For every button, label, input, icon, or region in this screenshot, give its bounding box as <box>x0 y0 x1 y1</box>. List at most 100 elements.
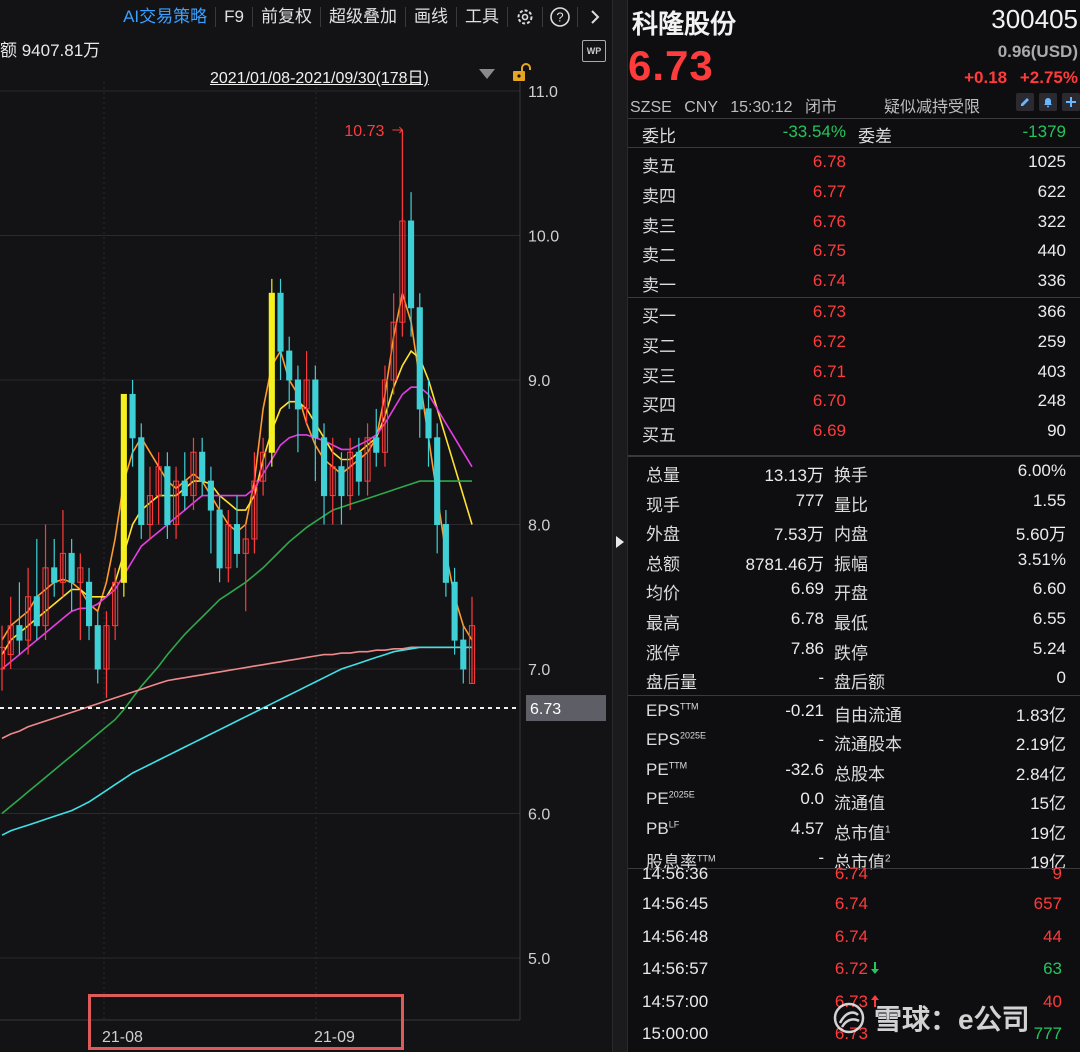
candle-body[interactable] <box>138 437 145 525</box>
candle-body[interactable] <box>364 437 371 482</box>
candle-body[interactable] <box>286 350 293 381</box>
candle-body[interactable] <box>112 581 119 627</box>
wp-badge-icon[interactable]: WP <box>582 40 606 62</box>
unlock-icon[interactable] <box>511 63 533 83</box>
candle-body[interactable] <box>77 567 84 583</box>
candle-body[interactable] <box>451 581 458 641</box>
stat-label: 涨停 <box>646 643 680 663</box>
tick-row[interactable]: 14:56:45 6.74 657 <box>628 890 1080 920</box>
candle-body[interactable] <box>408 220 415 309</box>
ask-level-label: 卖三 <box>642 216 676 236</box>
ask-price: 6.75 <box>812 241 846 261</box>
candle-body[interactable] <box>373 437 380 453</box>
collapse-panel-icon[interactable] <box>616 536 624 548</box>
ask-row[interactable]: 卖一 6.74 336 <box>628 267 1080 297</box>
candle-body[interactable] <box>303 379 310 410</box>
dropdown-caret-icon[interactable] <box>478 68 496 80</box>
draw-line-button[interactable]: 画线 <box>414 7 448 26</box>
candle-body[interactable] <box>216 509 223 569</box>
add-icon[interactable] <box>1062 93 1080 111</box>
candle-body[interactable] <box>33 596 40 627</box>
candle-body[interactable] <box>233 524 241 554</box>
candle-body[interactable] <box>190 451 197 497</box>
candle-body[interactable] <box>425 408 432 439</box>
candle-body[interactable] <box>338 466 345 497</box>
candle-body[interactable] <box>16 625 23 641</box>
candle-body[interactable] <box>7 625 14 656</box>
help-button[interactable]: ? <box>543 0 577 34</box>
candle-body[interactable] <box>155 466 162 497</box>
ask-row[interactable]: 卖三 6.76 322 <box>628 208 1080 238</box>
candle-body[interactable] <box>207 480 214 511</box>
tick-row[interactable]: 14:56:48 6.74 44 <box>628 923 1080 953</box>
candle-body[interactable] <box>268 292 275 453</box>
candle-body[interactable] <box>68 552 75 583</box>
candle-body[interactable] <box>25 596 32 641</box>
candle-body[interactable] <box>103 625 110 670</box>
candle-body[interactable] <box>59 552 66 583</box>
candle-body[interactable] <box>260 451 267 482</box>
fundamental-label: 流通股本 <box>834 735 902 755</box>
candle-body[interactable] <box>42 567 49 627</box>
expand-toolbar-button[interactable] <box>578 0 612 34</box>
candle-body[interactable] <box>146 495 154 526</box>
candle-body[interactable] <box>442 524 449 583</box>
candle-body[interactable] <box>399 220 406 323</box>
edit-icon[interactable] <box>1016 93 1034 111</box>
candle-body[interactable] <box>312 379 319 439</box>
f9-button[interactable]: F9 <box>224 7 244 26</box>
restriction-note[interactable]: 疑似减持受限 <box>884 99 981 116</box>
candle-body[interactable] <box>416 307 423 410</box>
tools-button[interactable]: 工具 <box>465 7 499 26</box>
candle-body[interactable] <box>85 581 93 627</box>
candle-body[interactable] <box>347 451 354 497</box>
bid-row[interactable]: 买三 6.71 403 <box>628 358 1080 388</box>
candle-body[interactable] <box>390 321 397 381</box>
candle-body[interactable] <box>120 393 127 583</box>
bid-level-label: 买一 <box>642 307 676 326</box>
fundamental-label: EPS2025E <box>646 730 707 750</box>
kline-chart[interactable]: 11.0 10.0 9.0 8.0 7.0 6.0 5.0 21-08 21-09 10.73 6.… <box>0 0 612 1052</box>
candle-body[interactable] <box>468 625 476 684</box>
kline-chart-pane[interactable]: 11.0 10.0 9.0 8.0 7.0 6.0 5.0 21-08 21-09 10.73 6.… <box>0 0 612 1052</box>
bid-row[interactable]: 买一 6.73 366 <box>628 298 1080 328</box>
candle-body[interactable] <box>294 379 301 410</box>
candle-body[interactable] <box>381 379 389 453</box>
candle-body[interactable] <box>434 437 441 525</box>
candle-body[interactable] <box>329 466 336 497</box>
candle-body[interactable] <box>181 480 188 497</box>
candle-body[interactable] <box>94 625 101 670</box>
candle-body[interactable] <box>251 480 258 540</box>
candle-body[interactable] <box>0 646 6 670</box>
candle-body[interactable] <box>355 451 362 482</box>
bid-row[interactable]: 买二 6.72 259 <box>628 328 1080 358</box>
settings-button[interactable] <box>508 0 542 34</box>
candle-body[interactable] <box>225 524 232 569</box>
candle-body[interactable] <box>129 393 136 439</box>
ai-strategy-button[interactable]: AI交易策略 <box>123 7 208 26</box>
panel-divider[interactable] <box>612 0 628 1052</box>
candle-body[interactable] <box>173 480 180 525</box>
overlay-button[interactable]: 超级叠加 <box>329 7 397 26</box>
candle-body[interactable] <box>242 538 249 554</box>
stat-label: 盘后额 <box>834 673 885 693</box>
ask-row[interactable]: 卖五 6.78 1025 <box>628 148 1080 178</box>
bid-row[interactable]: 买四 6.70 248 <box>628 387 1080 417</box>
bid-row[interactable]: 买五 6.69 90 <box>628 417 1080 447</box>
tick-row[interactable]: 14:56:36 6.74 9 <box>628 860 1080 890</box>
high-marker-arrow-icon <box>399 126 404 134</box>
ask-row[interactable]: 卖四 6.77 622 <box>628 178 1080 208</box>
date-range-selector[interactable]: 2021/01/08-2021/09/30(178日) <box>210 70 429 87</box>
candle-body[interactable] <box>164 466 171 526</box>
candle-body[interactable] <box>460 639 467 670</box>
candle-body[interactable] <box>199 451 206 482</box>
tick-row[interactable]: 15:00:00 6.73 777 <box>628 1020 1080 1050</box>
candle-body[interactable] <box>277 292 284 352</box>
help-icon: ? <box>550 7 570 27</box>
ask-row[interactable]: 卖二 6.75 440 <box>628 237 1080 267</box>
tick-row[interactable]: 14:56:57 6.72 63 <box>628 955 1080 985</box>
candle-body[interactable] <box>320 437 328 497</box>
candle-body[interactable] <box>51 567 58 583</box>
bell-icon[interactable] <box>1039 93 1057 111</box>
price-adjust-button[interactable]: 前复权 <box>261 7 312 26</box>
